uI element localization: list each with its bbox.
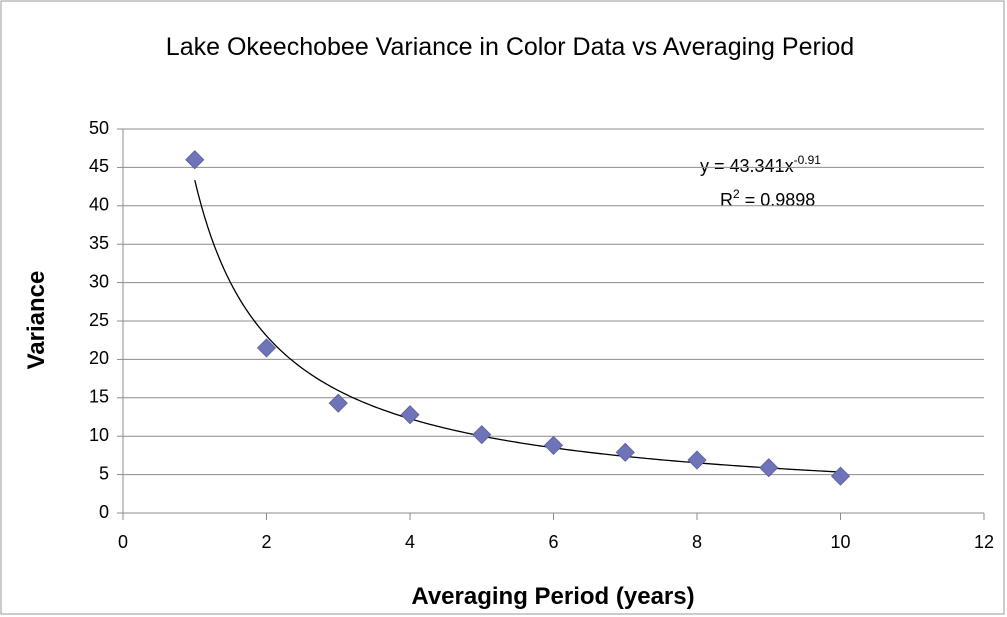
data-point [615, 442, 635, 462]
r-squared-symbol: R [720, 190, 733, 210]
data-point [328, 393, 348, 413]
y-tick-label: 30 [89, 271, 109, 291]
chart-title: Lake Okeechobee Variance in Color Data v… [165, 33, 855, 61]
x-tick-label: 12 [974, 532, 994, 552]
y-tick-label: 40 [89, 195, 109, 215]
y-tick-label: 35 [89, 233, 109, 253]
y-tick-label: 0 [99, 502, 109, 522]
r-squared-equals: = [740, 190, 761, 210]
r-squared-value: 0.9898 [760, 190, 815, 210]
data-point [472, 425, 492, 445]
r-squared-power: 2 [733, 187, 740, 201]
data-point [256, 338, 277, 358]
y-axis-label: Variance [23, 271, 50, 370]
y-tick-label: 15 [89, 387, 109, 407]
equation-lhs: y = [700, 156, 730, 176]
y-tick-label: 25 [89, 310, 109, 330]
y-tick-label: 50 [89, 118, 109, 138]
r-squared: R2 = 0.9898 [720, 187, 815, 210]
x-tick-label: 2 [261, 532, 271, 552]
data-point [543, 435, 564, 455]
data-point [185, 150, 205, 170]
equation-variable: x [785, 156, 794, 176]
equation-coefficient: 43.341 [730, 156, 785, 176]
x-tick-label: 4 [405, 532, 415, 552]
trendline [194, 179, 841, 473]
equation-exponent: -0.91 [794, 153, 822, 167]
x-axis-label: Averaging Period (years) [411, 583, 694, 610]
data-point [400, 405, 420, 425]
y-tick-label: 10 [89, 425, 109, 445]
y-tick-label: 5 [99, 463, 109, 483]
y-tick-label: 20 [89, 348, 109, 368]
trendline-equation: y = 43.341x-0.91 [700, 153, 821, 176]
data-point [759, 458, 779, 478]
x-tick-label: 8 [692, 532, 702, 552]
data-point [830, 466, 851, 486]
x-tick-label: 6 [548, 532, 558, 552]
data-point [687, 450, 707, 470]
x-tick-label: 0 [118, 532, 128, 552]
x-tick-label: 10 [830, 532, 850, 552]
y-tick-label: 45 [89, 156, 109, 176]
